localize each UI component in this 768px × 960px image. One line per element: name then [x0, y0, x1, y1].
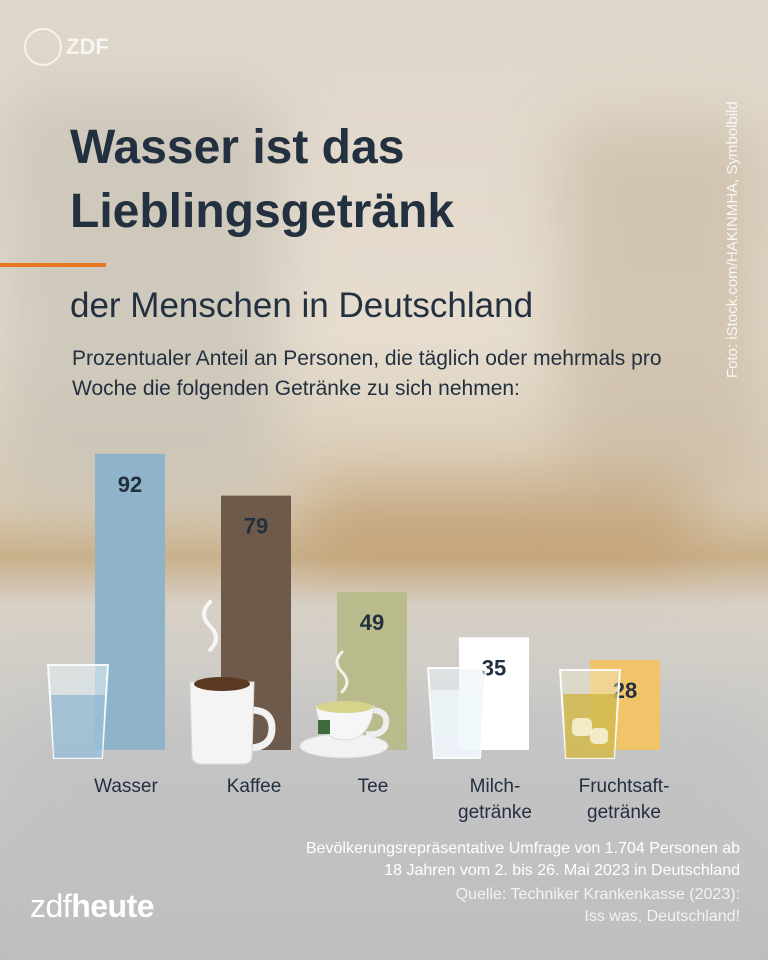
page-subtitle: der Menschen in Deutschland [70, 286, 534, 325]
category-label-kaffee: Kaffee [227, 776, 282, 797]
chart-description: Prozentualer Anteil an Personen, die täg… [72, 347, 662, 400]
category-label-tee: Tee [358, 776, 389, 797]
title-line-1: Wasser ist das [70, 121, 405, 174]
water-glass-icon [46, 664, 110, 759]
survey-note-line-1: Bevölkerungsrepräsentative Umfrage von 1… [305, 840, 740, 857]
coffee-cup-icon [189, 600, 276, 765]
background-blur [300, 480, 700, 560]
zdf-circle-icon [24, 28, 62, 66]
source-note: Quelle: Techniker Krankenkasse (2023): I… [456, 884, 740, 928]
value-label-wasser: 92 [118, 472, 142, 497]
logo-zdf: zdf [30, 888, 72, 924]
page-title: Wasser ist das Lieblingsgetränk [70, 116, 454, 244]
category-label-milchgetränke: Milch- [470, 776, 521, 797]
category-label-wasser: Wasser [94, 776, 158, 797]
background-blur [0, 90, 280, 510]
value-label-kaffee: 79 [244, 514, 268, 539]
category-label-milchgetränke: getränke [458, 802, 532, 823]
survey-note-line-2: 18 Jahren vom 2. bis 26. Mai 2023 in Deu… [384, 862, 740, 879]
source-line-1: Quelle: Techniker Krankenkasse (2023): [455, 886, 740, 903]
zdf-watermark: ZDF [24, 28, 109, 66]
logo-heute: heute [71, 888, 155, 924]
zdf-watermark-text: ZDF [66, 34, 109, 59]
value-label-fruchtsaftgetränke: 28 [613, 678, 637, 703]
category-label-fruchtsaftgetränke: getränke [587, 802, 661, 823]
title-line-2: Lieblingsgetränk [70, 185, 455, 238]
tea-cup-icon [299, 650, 390, 759]
zdfheute-logo: zdfheute [30, 888, 155, 925]
source-line-2: Iss was, Deutschland! [584, 908, 740, 925]
juice-glass-icon [558, 669, 622, 759]
milk-glass-icon [426, 667, 488, 759]
value-label-tee: 49 [360, 610, 384, 635]
category-label-fruchtsaftgetränke: Fruchtsaft- [579, 776, 670, 797]
background-blur [560, 120, 768, 500]
survey-note: Bevölkerungsrepräsentative Umfrage von 1… [306, 838, 740, 882]
accent-line [0, 263, 106, 267]
